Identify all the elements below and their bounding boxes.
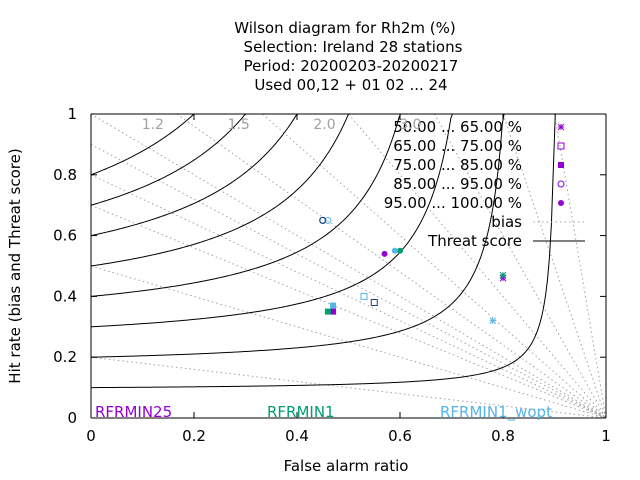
data-point: [370, 298, 378, 306]
bias-line: [554, 113, 607, 419]
y-axis-label: Hit rate (bias and Threat score): [6, 148, 24, 383]
title-line-2: Selection: Ireland 28 stations: [244, 38, 463, 56]
threat-score-curve: [90, 113, 433, 267]
marker-stroke: [557, 123, 565, 131]
chart-title: Wilson diagram for Rh2m (%) Selection: I…: [234, 19, 462, 94]
bias-label: 1.2: [142, 117, 164, 133]
x-tick-label: 0.6: [388, 427, 412, 445]
legend-marker: [557, 123, 565, 131]
legend-marker: [558, 200, 564, 206]
threat-score-curve: [90, 113, 413, 237]
y-tick-label: 0.4: [53, 287, 77, 305]
x-axis-label: False alarm ratio: [284, 457, 409, 475]
data-point: [319, 216, 327, 224]
y-tick-label: 0: [67, 409, 77, 427]
experiment-label: RFRMIN1_wopt: [440, 403, 552, 422]
data-point: [499, 271, 507, 279]
marker-stroke: [489, 317, 497, 325]
bias-line: [90, 143, 607, 419]
legend-label: 75.00 ... 85.00 %: [393, 156, 522, 174]
legend-label: 50.00 ... 65.00 %: [393, 118, 522, 136]
legend-label: 85.00 ... 95.00 %: [393, 175, 522, 193]
marker-stroke: [499, 274, 507, 282]
bias-label: 3.0: [399, 117, 421, 133]
threat-score-curve: [90, 113, 486, 328]
legend-label: 65.00 ... 75.00 %: [393, 137, 522, 155]
data-point: [391, 247, 398, 254]
x-tick-label: 0.8: [491, 427, 515, 445]
data-point: [381, 250, 388, 257]
y-tick-label: 0.2: [53, 348, 77, 366]
data-point: [324, 308, 331, 315]
title-line-1: Wilson diagram for Rh2m (%): [234, 19, 455, 37]
y-tick-label: 0.6: [53, 227, 77, 245]
experiment-label: RFRMIN25: [95, 403, 172, 421]
bias-line: [90, 356, 607, 419]
data-point: [330, 308, 337, 315]
x-tick-label: 1: [601, 427, 611, 445]
x-tick-label: 0.2: [182, 427, 206, 445]
legend-marker: [557, 142, 565, 150]
legend-marker: [557, 180, 565, 188]
threat-score-curve: [90, 113, 459, 297]
experiment-label: RFRMIN1: [267, 403, 335, 421]
x-tick-label: 0: [86, 427, 96, 445]
data-point: [489, 317, 497, 325]
legend-label: 95.00 ... 100.00 %: [384, 194, 522, 212]
bias-line: [90, 204, 607, 419]
marker-stroke: [499, 271, 507, 279]
bias-line: [90, 113, 607, 419]
bias-label: 1.5: [228, 117, 250, 133]
data-point: [324, 216, 332, 224]
title-line-3: Period: 20200203-20200217: [244, 57, 459, 75]
bias-line: [90, 174, 607, 419]
data-point: [360, 292, 368, 300]
legend-label: bias: [491, 213, 522, 231]
bias-line: [176, 113, 607, 419]
bias-label: 2.0: [313, 117, 335, 133]
y-tick-label: 0.8: [53, 166, 77, 184]
threat-score-curve: [90, 113, 521, 358]
legend-label: Threat score: [427, 232, 522, 250]
title-line-4: Used 00,12 + 01 02 ... 24: [254, 76, 447, 94]
data-point: [397, 247, 403, 254]
data-point: [330, 302, 337, 309]
x-tick-label: 0.4: [285, 427, 309, 445]
threat-score-curve: [90, 113, 560, 389]
legend-marker: [558, 162, 564, 168]
y-tick-label: 1: [67, 105, 77, 123]
